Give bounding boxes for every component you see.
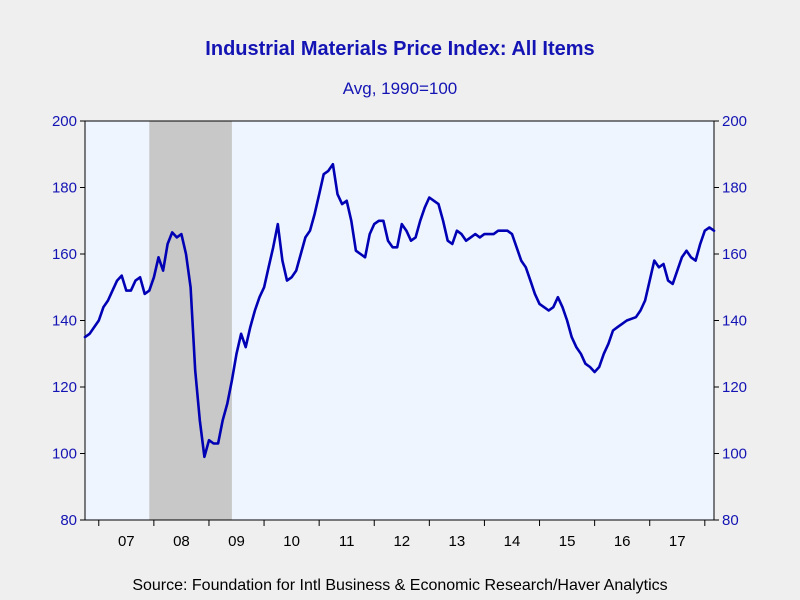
y-tick-label-right: 200 <box>722 113 747 130</box>
chart-title: Industrial Materials Price Index: All It… <box>205 38 595 60</box>
x-tick-label: 17 <box>669 533 686 550</box>
x-tick-label: 11 <box>339 533 355 550</box>
y-tick-label-left: 140 <box>52 313 77 330</box>
y-tick-label-right: 160 <box>722 246 747 263</box>
x-tick-label: 09 <box>228 533 245 550</box>
y-tick-label-left: 200 <box>52 113 77 130</box>
y-tick-label-right: 120 <box>722 379 747 396</box>
y-tick-label-right: 80 <box>722 512 739 529</box>
x-tick-label: 07 <box>118 533 135 550</box>
y-tick-label-left: 160 <box>52 246 77 263</box>
chart-subtitle: Avg, 1990=100 <box>342 79 458 98</box>
x-tick-label: 08 <box>173 533 190 550</box>
y-tick-label-right: 180 <box>722 180 747 197</box>
y-tick-label-right: 100 <box>722 446 747 463</box>
x-tick-label: 14 <box>504 533 521 550</box>
y-tick-label-left: 120 <box>52 379 77 396</box>
x-tick-label: 15 <box>559 533 576 550</box>
y-tick-label-right: 140 <box>722 313 747 330</box>
x-tick-label: 10 <box>283 533 300 550</box>
recession-shading <box>149 121 232 520</box>
y-tick-label-left: 80 <box>60 512 77 529</box>
series-line <box>83 162 716 459</box>
x-tick-label: 16 <box>614 533 631 550</box>
y-tick-label-left: 100 <box>52 446 77 463</box>
x-tick-label: 12 <box>393 533 410 550</box>
y-tick-label-left: 180 <box>52 180 77 197</box>
chart-source: Source: Foundation for Intl Business & E… <box>132 577 668 594</box>
x-tick-label: 13 <box>449 533 466 550</box>
